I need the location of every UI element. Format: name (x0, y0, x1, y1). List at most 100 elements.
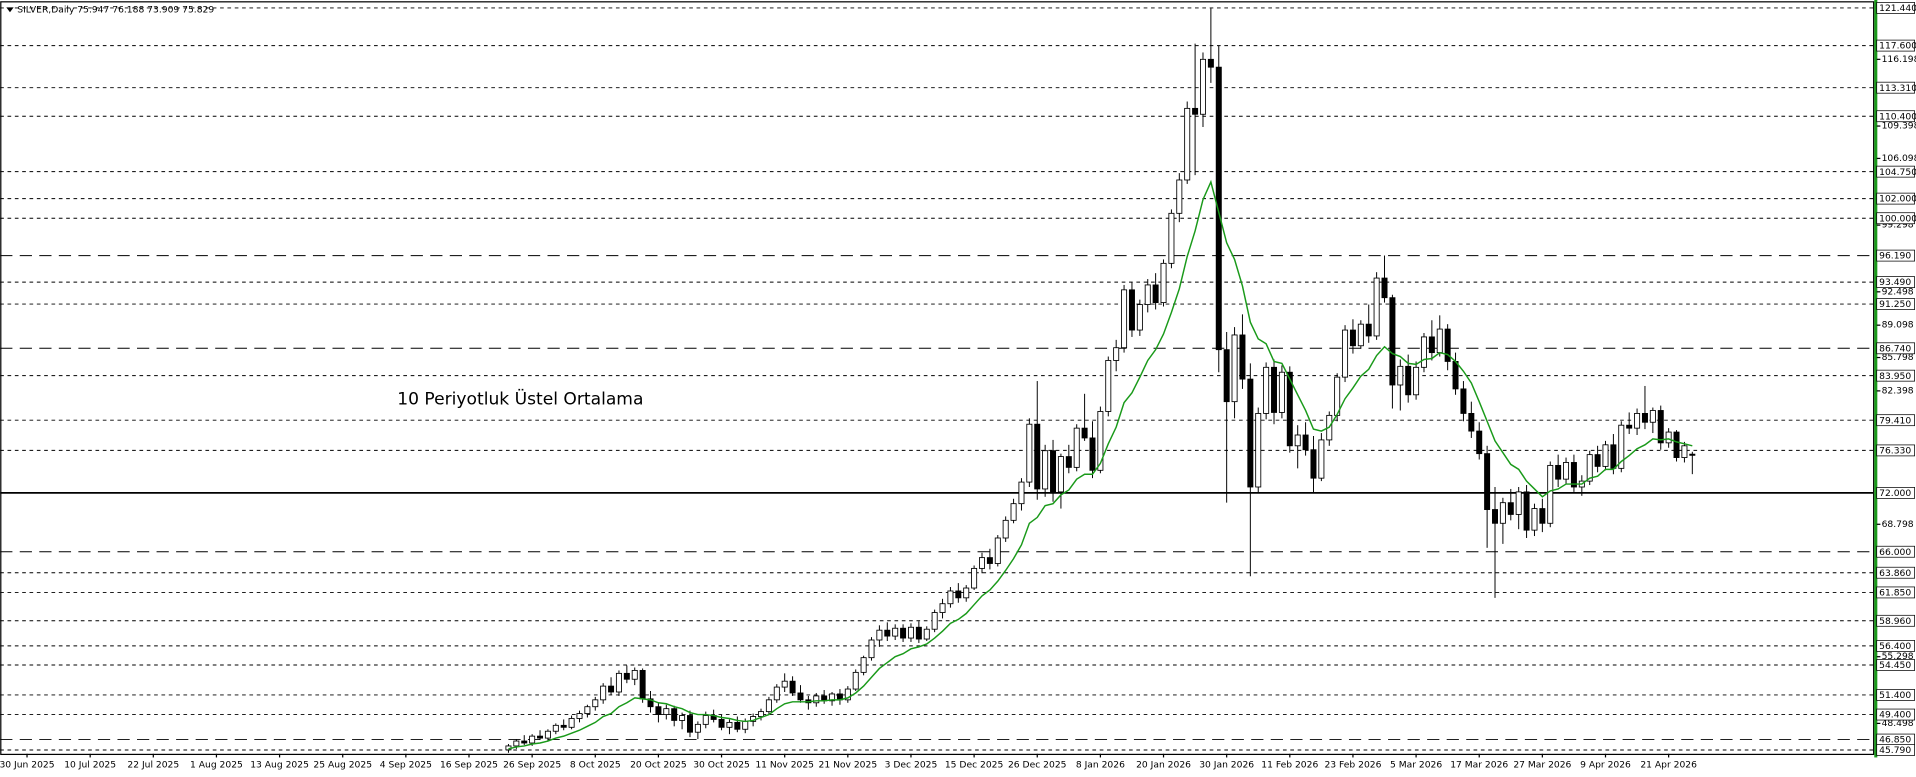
level-label-box (1876, 640, 1915, 652)
level-label: 93.490 (1879, 277, 1911, 288)
candle-body (797, 692, 804, 701)
x-tick-label: 26 Dec 2025 (1008, 759, 1067, 770)
candle-body (742, 720, 749, 730)
price-axis-bar (1874, 0, 1878, 758)
level-label: 102.000 (1879, 194, 1916, 205)
candle-body (686, 715, 693, 733)
candle-body (1365, 323, 1372, 337)
candle-body (892, 627, 899, 637)
x-tick-label: 15 Dec 2025 (945, 759, 1004, 770)
candle-body (655, 706, 662, 715)
candle-body (1523, 491, 1530, 531)
candle-body (829, 693, 836, 702)
candle-body (1034, 423, 1041, 490)
candle-body (671, 708, 678, 721)
level-label-box (1876, 276, 1915, 288)
candle-body (963, 587, 970, 599)
y-tick-label: 109.398 (1882, 121, 1916, 132)
level-label-box (1876, 744, 1915, 756)
y-tick-label: 55.298 (1882, 651, 1914, 662)
candle-body (1176, 179, 1183, 214)
candle-body (1357, 323, 1364, 347)
candle-body (1468, 412, 1475, 432)
x-tick-label: 3 Dec 2025 (885, 759, 938, 770)
candle-body (939, 603, 946, 613)
candle-body (584, 706, 591, 714)
candle-body (1397, 365, 1404, 386)
candle-body (852, 671, 859, 690)
candle-body (1657, 410, 1664, 444)
ema-annotation: 10 Periyotluk Üstel Ortalama (397, 387, 643, 409)
candle-body (844, 688, 851, 701)
candle-body (1531, 508, 1538, 531)
candle-body (1626, 424, 1633, 429)
candle-body (907, 626, 914, 639)
y-tick-label: 116.198 (1882, 54, 1916, 65)
candle-body (1641, 412, 1648, 423)
candle-body (513, 740, 520, 747)
level-label: 113.310 (1879, 83, 1916, 94)
candle-body (1073, 427, 1080, 468)
x-tick-label: 8 Jan 2026 (1076, 759, 1125, 770)
level-label: 45.790 (1879, 745, 1911, 756)
candle-body (694, 723, 701, 733)
y-tick-label: 48.498 (1882, 718, 1914, 729)
candle-body (765, 699, 772, 713)
candle-body (1042, 450, 1049, 490)
candle-body (521, 740, 528, 744)
candle-body (1413, 366, 1420, 396)
level-label: 66.000 (1879, 547, 1911, 558)
candle-body (1381, 277, 1388, 299)
candle-body (1555, 464, 1562, 480)
candle-body (1665, 431, 1672, 444)
x-tick-label: 5 Mar 2026 (1390, 759, 1442, 770)
y-tick-label: 89.098 (1882, 320, 1914, 331)
level-label: 110.400 (1879, 111, 1916, 122)
candle-body (1436, 328, 1443, 354)
candle-body (923, 628, 930, 640)
candle-body (1255, 412, 1262, 488)
candle-body (1547, 464, 1554, 524)
candle-body (1152, 284, 1159, 304)
level-label-box (1876, 414, 1915, 427)
candle-body (1342, 329, 1349, 378)
y-tick-label: 106.098 (1882, 153, 1916, 164)
candle-body (1097, 411, 1104, 471)
candle-body (608, 685, 615, 693)
candle-body (1310, 449, 1317, 479)
candle-body (726, 721, 733, 728)
candle-body (1010, 503, 1017, 521)
candle-body (994, 537, 1001, 564)
candle-body (1065, 456, 1072, 468)
candle-body (1105, 360, 1112, 412)
level-label: 61.850 (1879, 588, 1911, 599)
candle-body (1207, 58, 1214, 68)
candle-body (615, 672, 622, 693)
x-tick-label: 30 Oct 2025 (693, 759, 750, 770)
candle-body (537, 735, 544, 739)
level-label-box (1876, 342, 1915, 355)
candle-body (1081, 427, 1088, 439)
candle-body (1294, 434, 1301, 447)
level-label-box (1876, 444, 1915, 457)
candle-body (663, 708, 670, 715)
candle-body (1563, 462, 1570, 480)
candle-body (560, 724, 567, 728)
x-tick-label: 11 Nov 2025 (755, 759, 814, 770)
level-label-box (1876, 249, 1915, 262)
level-label-box (1876, 369, 1915, 382)
candle-body (1215, 66, 1222, 351)
candle-body (1507, 502, 1514, 515)
candle-body (1499, 502, 1506, 524)
x-tick-label: 21 Nov 2025 (819, 759, 878, 770)
candle-body (1460, 388, 1467, 414)
candle-body (1570, 462, 1577, 488)
level-label: 51.400 (1879, 690, 1911, 701)
candle-body (734, 721, 741, 730)
candle-body (1492, 509, 1498, 524)
candle-body (1002, 519, 1009, 539)
level-label-box (1876, 586, 1915, 599)
candle-body (971, 567, 978, 589)
candle-body (1128, 289, 1135, 331)
